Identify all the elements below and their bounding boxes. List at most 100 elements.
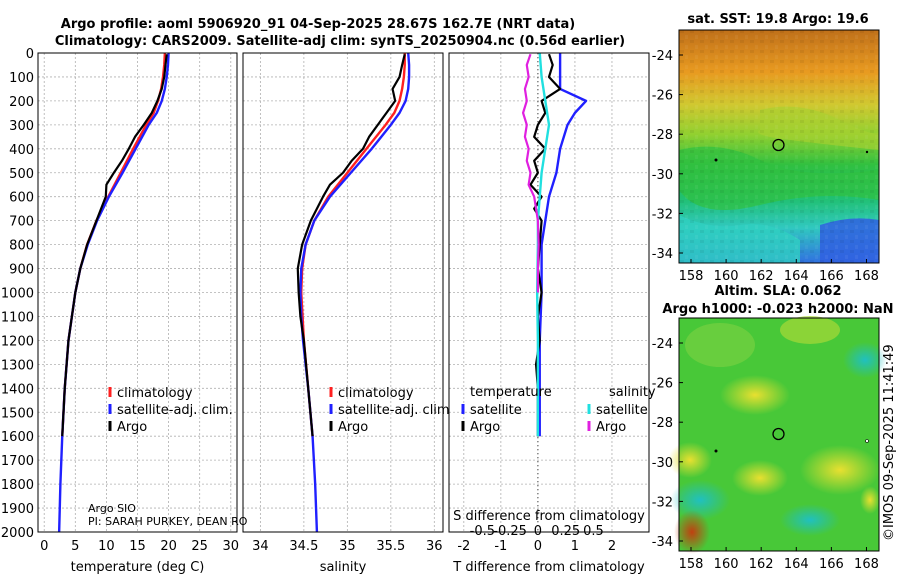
series-line-temperature-satellite: [538, 53, 588, 437]
difference-x-tick-label: 0: [534, 539, 542, 554]
map-lat-tick-label: -28: [652, 128, 673, 143]
map-lon-tick-label: 158: [679, 557, 704, 572]
difference-x-tick-label: 2: [608, 539, 616, 554]
map-lat-tick-label: -26: [652, 377, 673, 392]
legend-title-salinity: salinity: [609, 385, 656, 400]
map-lon-tick-label: 164: [784, 557, 809, 572]
legend-entry: Argo: [338, 420, 368, 435]
temperature-x-tick-label: 10: [98, 539, 115, 554]
legend-entry: satellite: [596, 403, 648, 418]
map-lat-tick-label: -28: [652, 416, 673, 431]
map-lat-tick-label: -32: [652, 207, 673, 222]
sla-argo-location-marker: [772, 427, 785, 441]
difference-x-axis-label: T difference from climatology: [452, 560, 645, 575]
map-lat-tick-label: -24: [652, 49, 673, 64]
figure-title-line2: Climatology: CARS2009. Satellite-adj cli…: [55, 34, 625, 49]
temperature-x-axis-label: temperature (deg C): [71, 560, 205, 575]
map-lon-tick-label: 160: [714, 269, 739, 284]
difference-x-tick-label: -2: [457, 539, 470, 554]
depth-tick-label: 700: [9, 215, 34, 230]
legend-entry: climatology: [338, 386, 414, 401]
map-lon-tick-label: 162: [749, 269, 774, 284]
salinity-x-tick-label: 35: [339, 539, 356, 554]
depth-tick-label: 1500: [1, 406, 34, 421]
difference-x-tick-label: 1: [571, 539, 579, 554]
depth-tick-label: 2000: [1, 526, 34, 541]
depth-tick-label: 600: [9, 191, 34, 206]
depth-tick-label: 1900: [1, 502, 34, 517]
s-difference-tick-label: -0.25: [493, 524, 527, 539]
legend-entry: Argo: [596, 420, 626, 435]
temperature-x-tick-label: 25: [191, 539, 208, 554]
series-line-argo: [61, 54, 168, 437]
depth-tick-label: 1600: [1, 430, 34, 445]
depth-tick-label: 200: [9, 95, 34, 110]
difference-x-tick-label: -1: [494, 539, 507, 554]
depth-tick-label: 100: [9, 71, 34, 86]
s-difference-tick-label: 0: [534, 524, 542, 539]
sst-map-title: sat. SST: 19.8 Argo: 19.6: [687, 12, 868, 27]
difference-panel: -2 -1 0 1 2 T difference from climatology temp…: [448, 52, 656, 575]
depth-tick-label: 500: [9, 167, 34, 182]
temperature-x-tick-label: 15: [129, 539, 146, 554]
s-difference-tick-label: 0.25: [551, 524, 580, 539]
s-difference-axis-label: S difference from climatology: [453, 509, 645, 524]
depth-tick-label: 1400: [1, 382, 34, 397]
temperature-x-tick-label: 5: [71, 539, 79, 554]
depth-tick-label: 1200: [1, 334, 34, 349]
map-lat-tick-label: -24: [652, 337, 673, 352]
map-lat-tick-label: -26: [652, 89, 673, 104]
argo-sio-text: Argo SIO: [88, 502, 136, 515]
map-lat-tick-label: -30: [652, 456, 673, 471]
legend-title-temperature: temperature: [470, 385, 552, 400]
salinity-x-tick-label: 34: [252, 539, 269, 554]
temperature-x-tick-label: 0: [40, 539, 48, 554]
legend-entry: satellite: [470, 403, 522, 418]
salinity-x-tick-label: 35.5: [376, 539, 405, 554]
depth-tick-label: 900: [9, 263, 34, 278]
salinity-panel: 34 34.5 35 35.5 36 salinity climatology satelli…: [242, 52, 454, 575]
map-lon-tick-label: 166: [819, 557, 844, 572]
pi-names-text: PI: SARAH PURKEY, DEAN RO: [88, 515, 248, 528]
map-lon-tick-label: 168: [854, 269, 879, 284]
salinity-x-tick-label: 34.5: [289, 539, 318, 554]
legend-entry: Argo: [117, 420, 147, 435]
imos-credit: ©IMOS 09-Sep-2025 11:41:49: [882, 344, 897, 541]
map-lon-tick-label: 162: [749, 557, 774, 572]
series-line-salinity-satellite: [535, 52, 551, 437]
depth-tick-label: 1300: [1, 358, 34, 373]
map-lon-tick-label: 166: [819, 269, 844, 284]
map-lon-tick-label: 164: [784, 269, 809, 284]
sla-map-title-line2: Argo h1000: -0.023 h2000: NaN: [662, 302, 893, 317]
map-lat-tick-label: -34: [652, 535, 673, 550]
map-lat-tick-label: -30: [652, 168, 673, 183]
s-difference-tick-label: 0.5: [583, 524, 604, 539]
legend-entry: satellite-adj. clim.: [117, 403, 233, 418]
salinity-x-tick-label: 36: [426, 539, 443, 554]
sla-map-title-line1: Altim. SLA: 0.062: [715, 284, 842, 299]
sla-map: Altim. SLA: 0.062 Argo h1000: -0.023 h20…: [652, 284, 894, 572]
depth-tick-label: 800: [9, 239, 34, 254]
map-lat-tick-label: -32: [652, 495, 673, 510]
sst-argo-location-marker: [772, 138, 785, 152]
sla-map-x-ticks: 158 160 162 164 166 168: [679, 547, 879, 572]
salinity-x-axis-label: salinity: [320, 560, 367, 575]
depth-tick-label: 1800: [1, 478, 34, 493]
temperature-x-tick-label: 30: [223, 539, 240, 554]
map-lon-tick-label: 168: [854, 557, 879, 572]
sla-map-y-ticks: -24 -26 -28 -30 -32 -34: [652, 337, 683, 550]
series-line-salinity-argo: [521, 53, 540, 293]
map-lat-tick-label: -34: [652, 247, 673, 262]
sst-map-x-ticks: 158 160 162 164 166 168: [679, 259, 879, 284]
depth-tick-label: 0: [26, 47, 34, 62]
temperature-x-tick-label: 20: [160, 539, 177, 554]
sst-map-y-ticks: -24 -26 -28 -30 -32 -34: [652, 49, 683, 262]
temperature-panel: 0 5 10 15 20 25 300100200300400500600700800900…: [1, 47, 239, 575]
figure-title-line1: Argo profile: aoml 5906920_91 04-Sep-202…: [61, 17, 575, 32]
s-difference-tick-label: -0.5: [470, 524, 495, 539]
map-lon-tick-label: 160: [714, 557, 739, 572]
series-line-argo: [296, 53, 406, 437]
sst-map: sat. SST: 19.8 Argo: 19.6 -24 -26 -28 -30 -3…: [652, 12, 880, 284]
map-lon-tick-label: 158: [679, 269, 704, 284]
depth-tick-label: 300: [9, 119, 34, 134]
